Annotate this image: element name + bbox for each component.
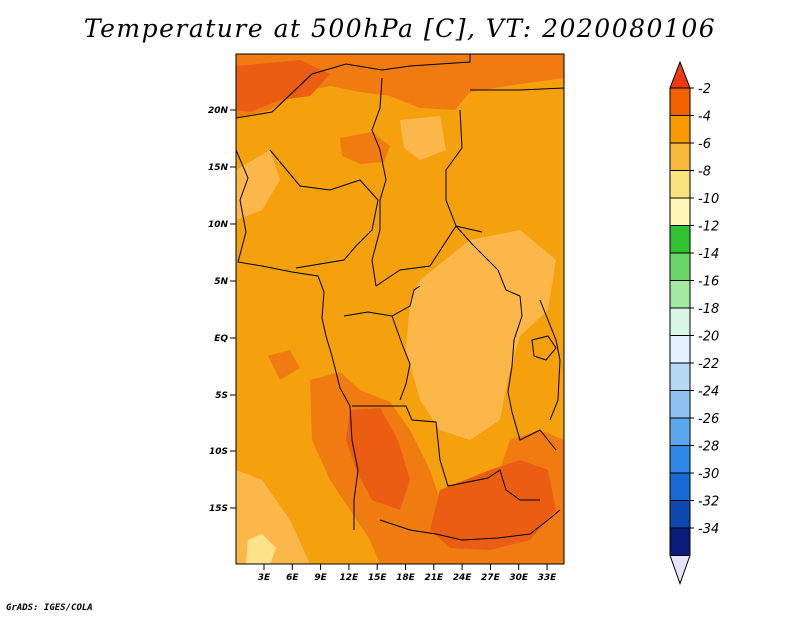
lat-tick-label: 15N bbox=[208, 163, 229, 173]
colorbar-swatch bbox=[669, 197, 691, 226]
lat-tick-label: 20N bbox=[208, 106, 229, 116]
colorbar-swatch bbox=[669, 252, 691, 281]
border-drc-west bbox=[391, 315, 411, 401]
colorbar-label: -16 bbox=[698, 275, 719, 290]
colorbar-swatch bbox=[669, 500, 691, 529]
lon-tick-label: 30E bbox=[509, 573, 529, 583]
colorbar-label: -22 bbox=[698, 357, 719, 372]
colorbar-label: -12 bbox=[698, 220, 719, 235]
latitude-axis: 20N 15N 10N 5N EQ 5S 10S 15S bbox=[208, 106, 236, 514]
colorbar-swatch bbox=[669, 362, 691, 391]
field-warm-sahel bbox=[340, 132, 390, 164]
field-hot-angola bbox=[346, 408, 410, 510]
field-hot-north bbox=[236, 60, 330, 112]
lat-tick-label: 10S bbox=[209, 447, 228, 457]
colorbar-swatch bbox=[669, 142, 691, 171]
lon-tick-label: 18E bbox=[396, 573, 416, 583]
lon-tick-label: 12E bbox=[340, 573, 360, 583]
lon-tick-label: 21E bbox=[424, 573, 444, 583]
border-drc-south bbox=[352, 405, 540, 501]
colorbar: -2 -4 -6 -8 -10 -12 -14 -16 -18 -20 -22 -24 -26 -28 -3… bbox=[669, 60, 719, 585]
colorbar-swatch bbox=[669, 390, 691, 419]
lon-tick-label: 27E bbox=[481, 573, 501, 583]
colorbar-label: -14 bbox=[698, 247, 719, 262]
colorbar-swatch bbox=[669, 225, 691, 254]
lon-tick-label: 6E bbox=[286, 573, 299, 583]
border-zambia bbox=[379, 509, 561, 541]
lon-tick-label: 33E bbox=[538, 573, 558, 583]
colorbar-swatch bbox=[669, 527, 691, 556]
colorbar-label: -10 bbox=[698, 192, 719, 207]
field-cool-west bbox=[236, 150, 280, 220]
grads-credit: GrADS: IGES/COLA bbox=[6, 603, 93, 613]
colorbar-swatch bbox=[669, 445, 691, 474]
temperature-field bbox=[236, 54, 564, 564]
field-cool-chad bbox=[400, 116, 446, 160]
lon-tick-label: 15E bbox=[368, 573, 388, 583]
border-sudan bbox=[470, 87, 564, 91]
field-warm-coast bbox=[268, 350, 300, 380]
colorbar-swatch bbox=[669, 280, 691, 309]
colorbar-label: -30 bbox=[698, 467, 719, 482]
border-chad-sudan bbox=[445, 109, 483, 233]
lake-outline bbox=[531, 335, 557, 361]
colorbar-label: -20 bbox=[698, 330, 719, 345]
country-borders bbox=[236, 54, 564, 541]
field-hot-zambia bbox=[430, 460, 556, 550]
colorbar-swatch bbox=[669, 115, 691, 144]
colorbar-label: -18 bbox=[698, 302, 719, 317]
field-cool-congo bbox=[406, 230, 556, 440]
border-car bbox=[375, 225, 521, 297]
lat-tick-label: 5N bbox=[214, 277, 228, 287]
field-pale-southwest bbox=[246, 534, 276, 564]
colorbar-swatch bbox=[669, 87, 691, 116]
border-east-africa bbox=[539, 299, 561, 421]
lon-tick-label: 3E bbox=[258, 573, 271, 583]
lon-tick-label: 9E bbox=[314, 573, 327, 583]
colorbar-label: -26 bbox=[698, 412, 719, 427]
coastline-west bbox=[236, 149, 359, 530]
lat-tick-label: 5S bbox=[215, 391, 228, 401]
chart-title: Temperature at 500hPa [C], VT: 202008010… bbox=[83, 14, 717, 43]
border-chad bbox=[371, 77, 387, 287]
colorbar-swatch bbox=[669, 472, 691, 501]
colorbar-swatch bbox=[669, 335, 691, 364]
lat-tick-label: EQ bbox=[214, 334, 228, 344]
colorbar-label: -32 bbox=[698, 495, 719, 510]
border-sahara bbox=[236, 54, 471, 119]
lon-tick-label: 24E bbox=[453, 573, 473, 583]
colorbar-label: -24 bbox=[698, 385, 719, 400]
lat-tick-label: 10N bbox=[208, 220, 229, 230]
colorbar-top-arrow bbox=[669, 60, 691, 89]
map-frame bbox=[235, 53, 565, 565]
colorbar-label: -4 bbox=[698, 110, 711, 125]
longitude-axis: 3E 6E 9E 12E 15E 18E 21E 24E 27E 30E 33E bbox=[258, 564, 557, 583]
colorbar-bottom-arrow bbox=[669, 555, 691, 585]
colorbar-swatch bbox=[669, 307, 691, 336]
colorbar-swatch bbox=[669, 417, 691, 446]
border-east-lakes bbox=[507, 295, 557, 451]
colorbar-swatch bbox=[669, 170, 691, 199]
colorbar-label: -6 bbox=[698, 137, 711, 152]
lat-tick-label: 15S bbox=[209, 504, 228, 514]
border-nigeria bbox=[269, 149, 379, 269]
colorbar-label: -34 bbox=[698, 522, 719, 537]
colorbar-label: -2 bbox=[698, 82, 711, 97]
border-congo bbox=[343, 285, 421, 317]
colorbar-label: -28 bbox=[698, 440, 719, 455]
colorbar-label: -8 bbox=[698, 165, 711, 180]
